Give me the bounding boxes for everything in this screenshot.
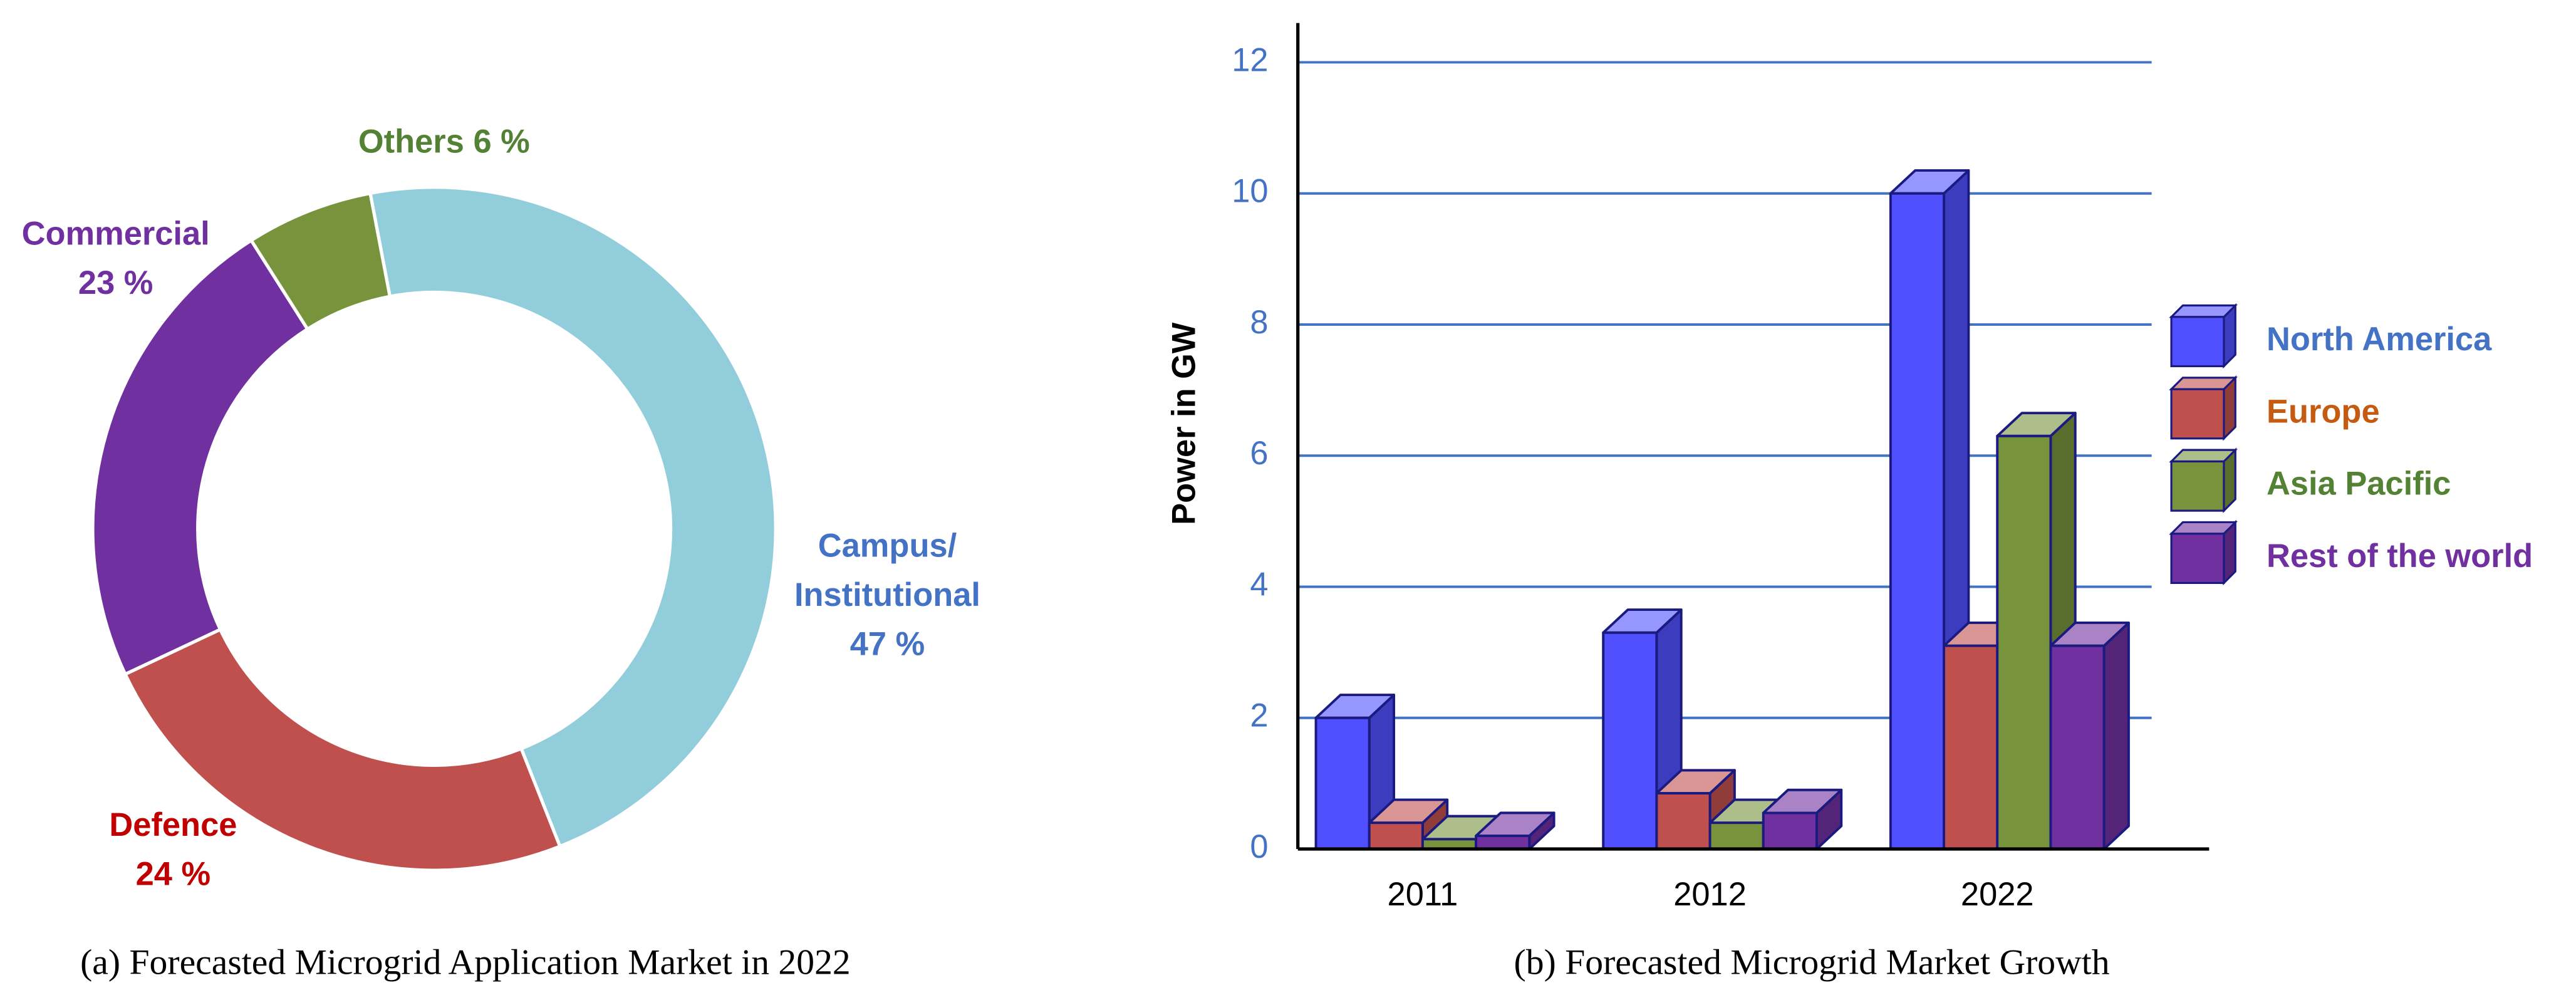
slice-label-box: Commercial 23 % — [1, 210, 231, 308]
bar — [1602, 631, 1658, 850]
caption-b: (b) Forecasted Microgrid Market Growth — [1514, 942, 2110, 982]
y-tick-label: 6 — [1250, 435, 1268, 472]
bar — [1996, 434, 2052, 850]
legend-swatch — [2170, 533, 2225, 584]
slice-category: Defence — [109, 808, 237, 845]
bar — [1314, 716, 1371, 850]
legend-swatch — [2170, 316, 2225, 368]
slice-label: Commercial 23 % — [1, 210, 231, 308]
y-tick-label: 0 — [1250, 829, 1268, 865]
bar — [1368, 821, 1424, 850]
slice-category: Commercial — [21, 216, 210, 253]
caption-a: (a) Forecasted Microgrid Application Mar… — [80, 942, 851, 982]
slice-value-label: 6 % — [473, 125, 530, 161]
bar — [1762, 811, 1818, 850]
pie-slice — [91, 238, 310, 677]
slice-value-label: 24 % — [135, 857, 211, 893]
pie-slice — [368, 185, 777, 849]
slice-label: Campus/ Institutional 47 % — [756, 522, 1019, 670]
x-tick-label: 2011 — [1388, 877, 1458, 913]
y-tick-label: 10 — [1232, 174, 1268, 210]
legend-label: Asia Pacific — [2267, 466, 2451, 502]
bar — [1708, 821, 1765, 850]
x-tick-label: 2022 — [1961, 877, 2034, 913]
slice-value-label: 23 % — [78, 266, 153, 303]
legend-label: Rest of the world — [2267, 538, 2533, 575]
bar — [1655, 792, 1711, 850]
slice-label: Others 6 % — [296, 118, 592, 168]
bar — [1943, 644, 1999, 850]
y-tick-label: 12 — [1232, 42, 1268, 78]
slice-category: Campus/ Institutional — [794, 528, 980, 615]
legend-swatch-top — [2169, 521, 2238, 535]
slice-label-box: Others 6 % — [296, 118, 592, 168]
pie-slice — [249, 191, 392, 331]
legend-swatch-top — [2169, 304, 2238, 318]
legend-swatch-top — [2169, 449, 2238, 463]
y-tick-label: 2 — [1250, 698, 1268, 734]
legend-swatch-top — [2169, 377, 2238, 390]
bar — [1475, 835, 1531, 850]
y-tick-label: 4 — [1250, 566, 1268, 603]
legend-label: North America — [2267, 321, 2492, 358]
y-axis-title: Power in GW — [1166, 322, 1202, 525]
bar — [1889, 192, 1946, 850]
bar — [2049, 644, 2106, 850]
bar-side — [2102, 622, 2130, 850]
x-tick-label: 2012 — [1673, 877, 1747, 913]
slice-label: Defence 24 % — [66, 801, 280, 900]
legend-swatch — [2170, 460, 2225, 512]
legend-label: Europe — [2267, 393, 2380, 430]
legend-swatch — [2170, 388, 2225, 440]
slice-value-label: 47 % — [849, 627, 925, 664]
slice-category: Others — [358, 125, 464, 161]
pie-slice — [123, 627, 563, 872]
y-tick-label: 8 — [1250, 305, 1268, 341]
slice-label-box: Campus/ Institutional 47 % — [756, 522, 1019, 670]
slice-label-box: Defence 24 % — [66, 801, 280, 900]
